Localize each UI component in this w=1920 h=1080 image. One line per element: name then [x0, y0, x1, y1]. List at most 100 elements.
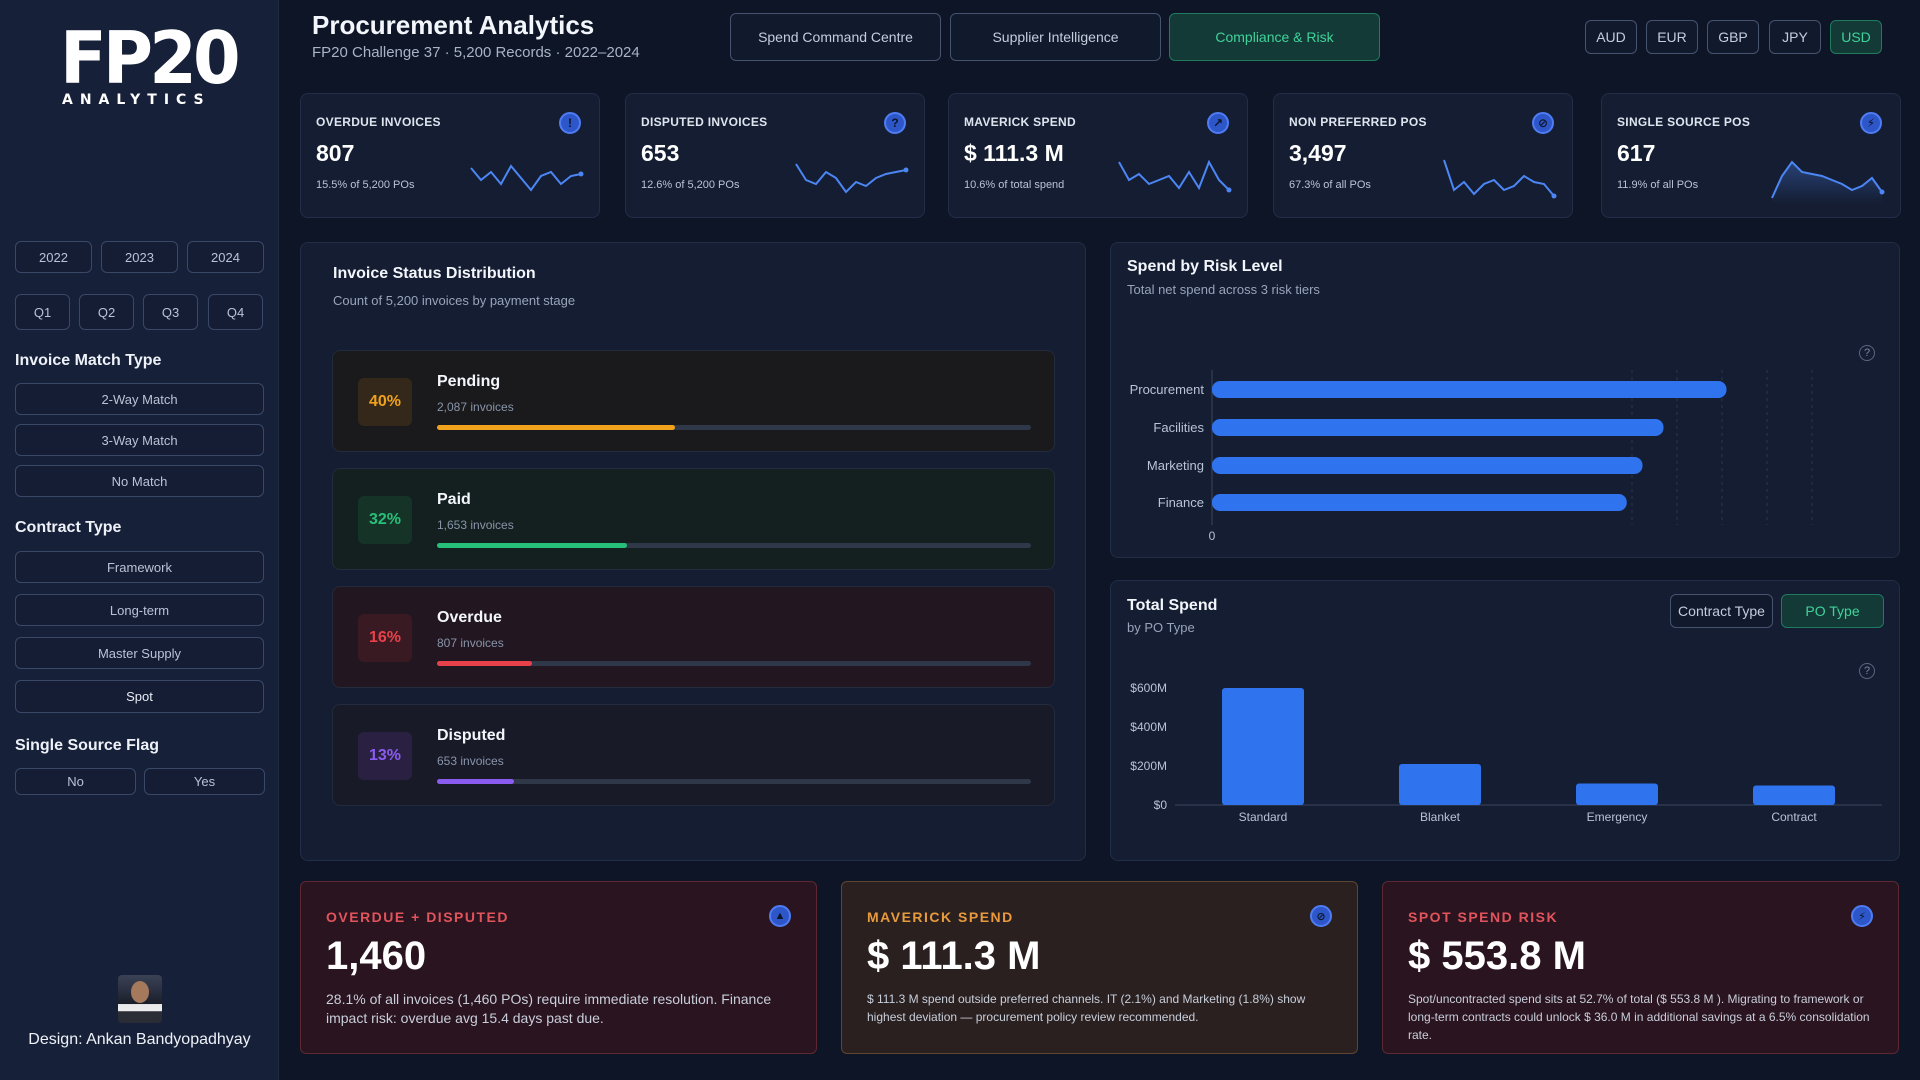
risk-bar[interactable] — [1212, 457, 1643, 474]
kpi-value: 617 — [1617, 140, 1656, 166]
currency-usd-button[interactable]: USD — [1830, 20, 1882, 54]
risk-chart-subtitle: Total net spend across 3 risk tiers — [1127, 282, 1320, 297]
sidebar: FP20 ANALYTICS 2022 2023 2024 Q1 Q2 Q3 Q… — [0, 0, 279, 1080]
match-3way-button[interactable]: 3-Way Match — [15, 424, 264, 456]
kpi-value: 653 — [641, 140, 680, 166]
status-progress-track — [437, 661, 1031, 666]
match-type-label: Invoice Match Type — [15, 352, 162, 369]
tab-compliance-risk[interactable]: Compliance & Risk — [1169, 13, 1380, 61]
designer-credit: Design: Ankan Bandyopadhyay — [0, 975, 279, 1049]
status-progress-track — [437, 425, 1031, 430]
question-icon: ? — [884, 112, 906, 134]
year-2023-button[interactable]: 2023 — [101, 241, 178, 273]
tab-spend-command-centre[interactable]: Spend Command Centre — [730, 13, 941, 61]
invoice-status-subtitle: Count of 5,200 invoices by payment stage — [333, 293, 576, 308]
logo-text: FP20 — [60, 16, 241, 100]
contract-type-label: Contract Type — [15, 519, 122, 536]
kpi-sparkline — [795, 163, 909, 194]
page-subtitle: FP20 Challenge 37 · 5,200 Records · 2022… — [312, 44, 640, 61]
status-count: 1,653 invoices — [437, 518, 514, 532]
contract-framework-button[interactable]: Framework — [15, 551, 264, 583]
status-percent: 13% — [358, 732, 412, 780]
currency-eur-button[interactable]: EUR — [1646, 20, 1698, 54]
alert-card-0: OVERDUE + DISPUTED 1,460 28.1% of all invo… — [300, 881, 817, 1054]
prohibited-icon: ⊘ — [1310, 905, 1332, 927]
kpi-value: 3,497 — [1289, 140, 1347, 166]
alert-title: MAVERICK SPEND — [867, 909, 1014, 925]
quarter-q3-button[interactable]: Q3 — [143, 294, 198, 330]
single-source-no-button[interactable]: No — [15, 768, 136, 795]
single-source-yes-button[interactable]: Yes — [144, 768, 265, 795]
y-tick-label: $200M — [1130, 759, 1167, 773]
spend-bar[interactable] — [1399, 764, 1481, 805]
total-spend-title: Total Spend — [1127, 597, 1218, 614]
match-none-button[interactable]: No Match — [15, 465, 264, 497]
contract-type-toggle[interactable]: Contract Type — [1670, 594, 1773, 628]
y-tick-label: $0 — [1154, 798, 1168, 812]
status-card-0: 40% Pending 2,087 invoices — [332, 350, 1055, 452]
risk-category-label: Procurement — [1130, 382, 1205, 397]
kpi-subtext: 67.3% of all POs — [1289, 179, 1371, 191]
contract-master-supply-button[interactable]: Master Supply — [15, 637, 264, 669]
kpi-value: $ 111.3 M — [964, 140, 1064, 166]
alert-value: $ 553.8 M — [1408, 934, 1586, 978]
category-label: Contract — [1771, 810, 1817, 824]
alert-text: 28.1% of all invoices (1,460 POs) requir… — [326, 991, 772, 1026]
alert-text: $ 111.3 M spend outside preferred channe… — [867, 992, 1306, 1024]
status-count: 807 invoices — [437, 636, 504, 650]
status-name: Disputed — [437, 727, 506, 744]
spend-bar[interactable] — [1222, 688, 1304, 805]
kpi-sparkline — [1771, 160, 1885, 204]
risk-bar[interactable] — [1212, 419, 1664, 436]
tab-supplier-intelligence[interactable]: Supplier Intelligence — [950, 13, 1161, 61]
status-percent: 16% — [358, 614, 412, 662]
status-percent: 32% — [358, 496, 412, 544]
kpi-title: MAVERICK SPEND — [964, 115, 1076, 129]
risk-chart-title: Spend by Risk Level — [1127, 258, 1283, 275]
kpi-single-source-pos: SINGLE SOURCE POS 617 11.9% of all POs ⚡ — [1601, 93, 1901, 218]
status-card-3: 13% Disputed 653 invoices — [332, 704, 1055, 806]
spend-bar[interactable] — [1753, 785, 1835, 806]
status-progress-track — [437, 779, 1031, 784]
contract-spot-button[interactable]: Spot — [15, 680, 264, 713]
spend-bar[interactable] — [1576, 783, 1658, 805]
status-progress-fill — [437, 425, 675, 430]
kpi-non-preferred-pos: NON PREFERRED POS 3,497 67.3% of all POs… — [1273, 93, 1573, 218]
designer-name: Design: Ankan Bandyopadhyay — [28, 1031, 251, 1048]
status-card-1: 32% Paid 1,653 invoices — [332, 468, 1055, 570]
total-spend-subtitle: by PO Type — [1127, 620, 1195, 635]
help-icon[interactable]: ? — [1859, 345, 1875, 361]
quarter-q1-button[interactable]: Q1 — [15, 294, 70, 330]
kpi-overdue-invoices: OVERDUE INVOICES 807 15.5% of 5,200 POs … — [300, 93, 600, 218]
y-tick-label: $400M — [1130, 720, 1167, 734]
alert-text: Spot/uncontracted spend sits at 52.7% of… — [1408, 992, 1870, 1042]
help-icon[interactable]: ? — [1859, 663, 1875, 679]
year-2024-button[interactable]: 2024 — [187, 241, 264, 273]
match-2way-button[interactable]: 2-Way Match — [15, 383, 264, 415]
status-name: Paid — [437, 491, 471, 508]
risk-bar[interactable] — [1212, 381, 1727, 398]
contract-longterm-button[interactable]: Long-term — [15, 594, 264, 626]
kpi-subtext: 12.6% of 5,200 POs — [641, 179, 740, 191]
kpi-title: OVERDUE INVOICES — [316, 115, 441, 129]
quarter-q2-button[interactable]: Q2 — [79, 294, 134, 330]
kpi-sparkline — [1443, 159, 1557, 199]
alert-title: SPOT SPEND RISK — [1408, 909, 1559, 925]
kpi-subtext: 10.6% of total spend — [964, 179, 1065, 191]
currency-gbp-button[interactable]: GBP — [1707, 20, 1759, 54]
currency-jpy-button[interactable]: JPY — [1769, 20, 1821, 54]
kpi-maverick-spend: MAVERICK SPEND $ 111.3 M 10.6% of total … — [948, 93, 1248, 218]
quarter-q4-button[interactable]: Q4 — [208, 294, 263, 330]
fp20-logo: FP20 ANALYTICS — [60, 16, 241, 112]
status-name: Pending — [437, 373, 501, 390]
year-2022-button[interactable]: 2022 — [15, 241, 92, 273]
single-source-label: Single Source Flag — [15, 737, 160, 754]
currency-aud-button[interactable]: AUD — [1585, 20, 1637, 54]
risk-bar[interactable] — [1212, 494, 1627, 511]
lightning-icon: ⚡ — [1860, 112, 1882, 134]
risk-category-label: Facilities — [1153, 420, 1204, 435]
po-type-toggle[interactable]: PO Type — [1781, 594, 1884, 628]
alert-value: 1,460 — [326, 934, 427, 978]
kpi-sparkline — [470, 164, 584, 192]
alert-card-1: MAVERICK SPEND $ 111.3 M $ 111.3 M spend o… — [841, 881, 1358, 1054]
